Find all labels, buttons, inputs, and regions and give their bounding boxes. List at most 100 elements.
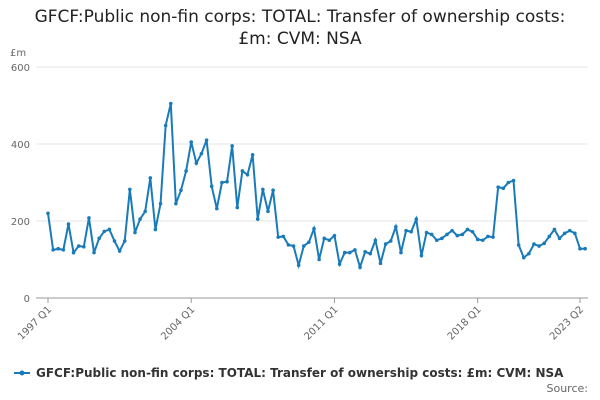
point bbox=[491, 235, 495, 239]
point bbox=[486, 234, 490, 239]
point bbox=[388, 239, 393, 243]
point bbox=[250, 152, 255, 157]
point bbox=[97, 236, 101, 241]
point bbox=[501, 186, 506, 191]
point bbox=[296, 263, 301, 268]
point bbox=[363, 250, 367, 254]
point bbox=[291, 244, 296, 248]
chart-title: GFCF:Public non-fin corps: TOTAL: Transf… bbox=[34, 7, 566, 49]
point bbox=[87, 216, 91, 220]
point bbox=[521, 255, 526, 260]
point bbox=[102, 229, 107, 234]
point bbox=[394, 224, 398, 229]
x-tick-label: 2004 Q1 bbox=[159, 304, 197, 342]
point bbox=[107, 227, 112, 232]
point bbox=[429, 232, 434, 237]
point bbox=[332, 233, 337, 238]
point bbox=[312, 226, 316, 231]
point bbox=[138, 217, 142, 221]
point bbox=[583, 246, 587, 251]
point bbox=[506, 180, 511, 185]
point bbox=[434, 238, 439, 243]
point bbox=[56, 246, 61, 251]
x-tick-label: 1997 Q1 bbox=[16, 304, 54, 342]
point bbox=[470, 229, 475, 234]
y-tick-label: 600 bbox=[11, 63, 30, 74]
point bbox=[204, 138, 209, 142]
point bbox=[527, 251, 531, 256]
point bbox=[209, 184, 214, 189]
point bbox=[317, 257, 321, 262]
point bbox=[168, 101, 173, 106]
point bbox=[409, 229, 413, 234]
point bbox=[424, 230, 429, 235]
point bbox=[163, 123, 168, 128]
point bbox=[174, 201, 178, 206]
point bbox=[143, 209, 147, 214]
point bbox=[368, 251, 373, 256]
point bbox=[460, 232, 465, 237]
point bbox=[184, 169, 188, 173]
point bbox=[307, 240, 311, 244]
point bbox=[322, 236, 327, 241]
point bbox=[281, 234, 286, 239]
point bbox=[516, 243, 521, 247]
point bbox=[117, 249, 122, 253]
point bbox=[61, 248, 66, 252]
point bbox=[194, 161, 199, 166]
point bbox=[378, 261, 383, 266]
x-tick-label: 2011 Q1 bbox=[302, 304, 340, 342]
point bbox=[567, 228, 572, 233]
point bbox=[342, 250, 347, 255]
legend-marker bbox=[19, 370, 25, 376]
point bbox=[276, 235, 280, 239]
point bbox=[112, 239, 117, 243]
point bbox=[286, 243, 291, 247]
point bbox=[445, 232, 449, 237]
point bbox=[547, 234, 552, 239]
series-line bbox=[47, 103, 586, 271]
point bbox=[128, 187, 132, 192]
point bbox=[465, 227, 470, 232]
point bbox=[404, 228, 408, 233]
point bbox=[419, 253, 424, 258]
point bbox=[240, 169, 245, 173]
point bbox=[455, 233, 460, 238]
point bbox=[133, 230, 137, 235]
point bbox=[373, 238, 378, 243]
point bbox=[440, 236, 444, 241]
point bbox=[215, 206, 219, 211]
point bbox=[327, 238, 332, 243]
point bbox=[573, 231, 577, 236]
x-tick-label: 2023 Q2 bbox=[548, 304, 586, 342]
point bbox=[261, 187, 265, 192]
point bbox=[46, 211, 50, 216]
point bbox=[301, 244, 306, 248]
point bbox=[148, 176, 153, 180]
source: Source: bbox=[547, 382, 589, 395]
point bbox=[230, 144, 234, 148]
point bbox=[235, 205, 240, 210]
point bbox=[348, 250, 352, 255]
point bbox=[557, 236, 562, 241]
point bbox=[337, 262, 342, 266]
point bbox=[66, 222, 71, 226]
point bbox=[271, 188, 275, 192]
point bbox=[266, 209, 270, 214]
point bbox=[245, 173, 250, 177]
legend-label: GFCF:Public non-fin corps: TOTAL: Transf… bbox=[36, 366, 564, 380]
point bbox=[475, 237, 480, 242]
point bbox=[122, 239, 127, 243]
point bbox=[92, 250, 96, 255]
point bbox=[51, 248, 55, 252]
point bbox=[537, 244, 541, 248]
x-tick-label: 2018 Q1 bbox=[446, 304, 484, 342]
point bbox=[255, 217, 260, 221]
point bbox=[450, 228, 454, 233]
point bbox=[220, 180, 224, 185]
y-tick-label: 200 bbox=[11, 217, 30, 228]
point bbox=[189, 140, 194, 144]
point bbox=[225, 179, 229, 184]
